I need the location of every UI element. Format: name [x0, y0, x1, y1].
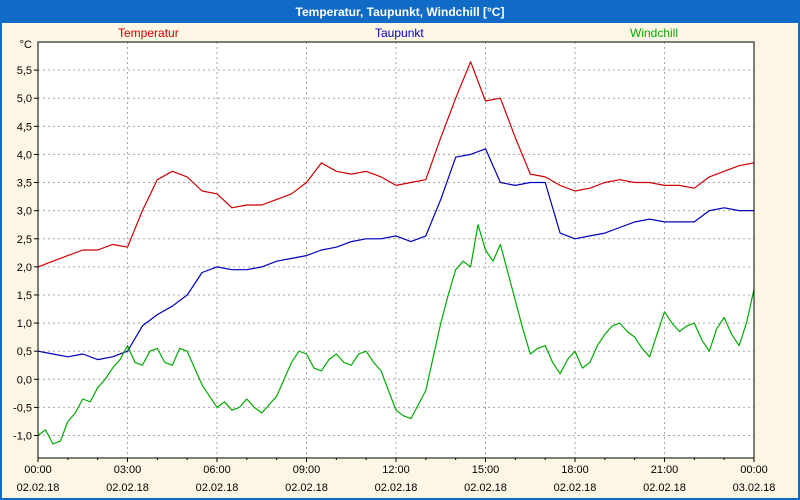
series-line-temperatur — [37, 61, 755, 268]
x-tick-date-label: 02.02.18 — [643, 482, 686, 494]
y-tick-label: -1,0 — [13, 431, 32, 443]
x-tick-date-label: 02.02.18 — [464, 482, 507, 494]
x-tick-time-label: 18:00 — [561, 464, 589, 476]
y-tick-label: 3,5 — [17, 178, 32, 190]
legend-item-temperatur: Temperatur — [118, 26, 179, 40]
x-tick-time-label: 00:00 — [24, 464, 52, 476]
y-tick-label: 3,0 — [17, 206, 32, 218]
x-tick-date-label: 02.02.18 — [554, 482, 597, 494]
legend-item-taupunkt: Taupunkt — [375, 26, 424, 40]
x-tick-time-label: 09:00 — [293, 464, 321, 476]
y-tick-label: 1,5 — [17, 290, 32, 302]
y-tick-label: 5,0 — [17, 93, 32, 105]
y-tick-label: 1,0 — [17, 318, 32, 330]
window-title: Temperatur, Taupunkt, Windchill [°C] — [295, 5, 505, 19]
window-title-bar: Temperatur, Taupunkt, Windchill [°C] — [2, 2, 798, 23]
x-tick-date-label: 02.02.18 — [375, 482, 418, 494]
x-tick-date-label: 02.02.18 — [196, 482, 239, 494]
legend-item-windchill: Windchill — [630, 26, 679, 40]
x-tick-date-label: 02.02.18 — [285, 482, 328, 494]
y-tick-label: 0,0 — [17, 374, 32, 386]
x-tick-time-label: 12:00 — [382, 464, 410, 476]
series-line-taupunkt — [37, 148, 754, 361]
x-tick-date-label: 02.02.18 — [106, 482, 149, 494]
chart-canvas: -1,0 -0,5 0,0 0,5 1,0 1,5 2,0 2,5 3,0 3,5 4,0 4,5 5,… — [13, 39, 776, 494]
x-tick-time-label: 06:00 — [203, 464, 231, 476]
y-tick-label: 5,5 — [17, 65, 32, 77]
x-tick-time-label: 03:00 — [114, 464, 142, 476]
y-axis-unit-label: °C — [20, 39, 32, 51]
y-tick-label: 2,0 — [17, 262, 32, 274]
x-tick-date-label: 02.02.18 — [17, 482, 60, 494]
x-tick-date-label: 03.02.18 — [733, 482, 776, 494]
plot-border — [37, 41, 755, 459]
y-tick-label: 4,5 — [17, 121, 32, 133]
series-line-windchill — [37, 224, 755, 445]
x-tick-time-label: 00:00 — [740, 464, 768, 476]
x-tick-time-label: 15:00 — [472, 464, 500, 476]
y-tick-label: 2,5 — [17, 234, 32, 246]
y-tick-label: 0,5 — [17, 346, 32, 358]
y-tick-label: -0,5 — [13, 402, 32, 414]
plot-area — [38, 42, 754, 458]
x-tick-time-label: 21:00 — [651, 464, 679, 476]
y-tick-label: 4,0 — [17, 149, 32, 161]
